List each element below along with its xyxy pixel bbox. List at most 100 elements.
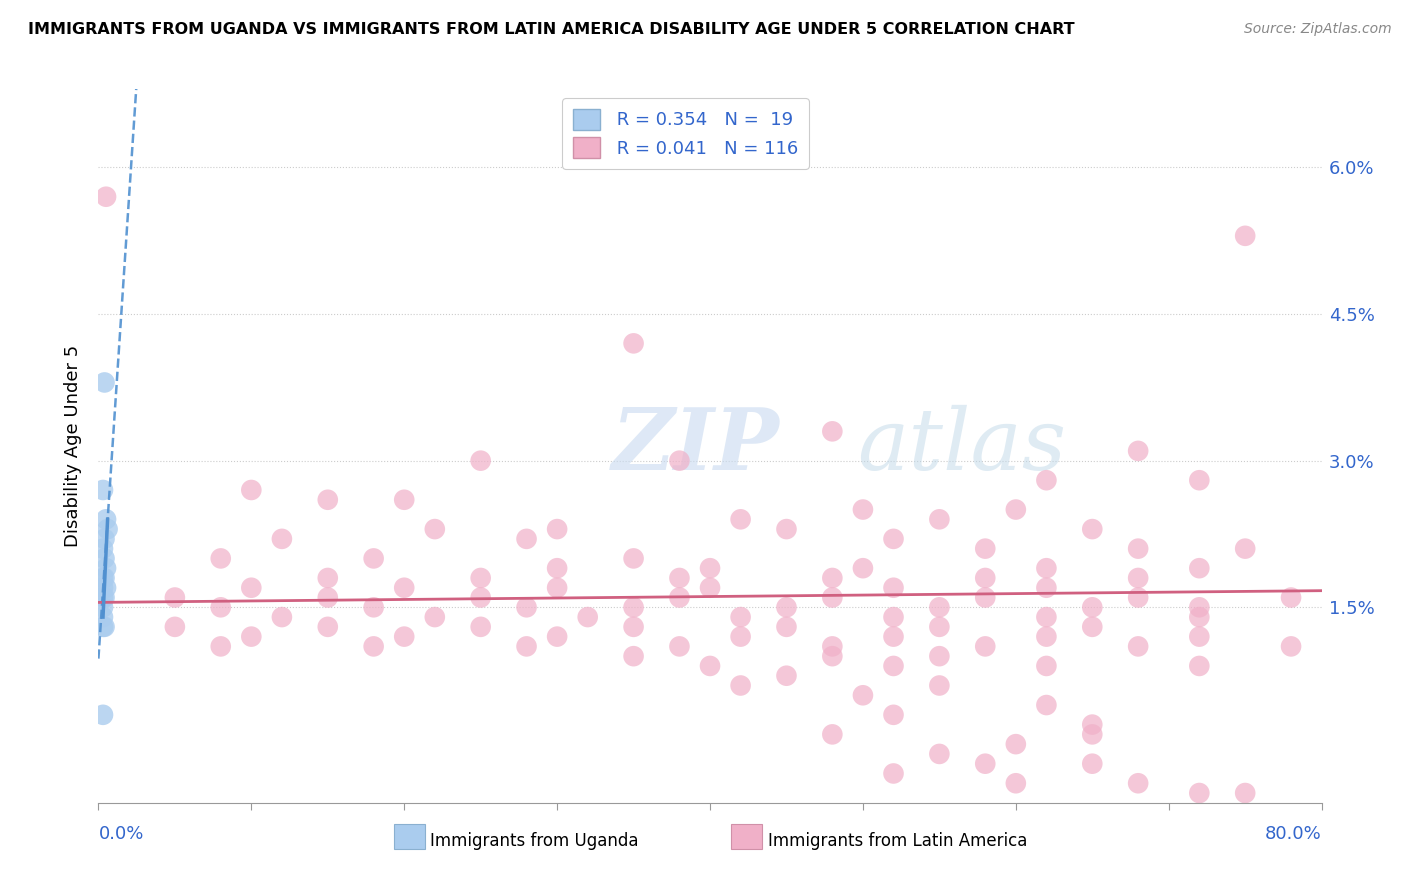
Point: [1128, 640, 1150, 654]
Point: [928, 649, 950, 664]
Point: [623, 336, 645, 351]
Point: [1035, 473, 1057, 487]
Legend:  R = 0.354   N =  19,  R = 0.041   N = 116: R = 0.354 N = 19, R = 0.041 N = 116: [562, 98, 808, 169]
Point: [270, 532, 292, 546]
Point: [94, 561, 117, 575]
Point: [1081, 727, 1104, 741]
Point: [316, 492, 339, 507]
Point: [974, 640, 997, 654]
Point: [93, 532, 115, 546]
Point: [1128, 443, 1150, 458]
Point: [1188, 659, 1211, 673]
Point: [1035, 698, 1057, 712]
Point: [852, 561, 875, 575]
Point: [883, 581, 905, 595]
Point: [97, 522, 120, 536]
Point: [883, 610, 905, 624]
Point: [93, 571, 115, 585]
Point: [363, 551, 385, 566]
Point: [821, 640, 844, 654]
Point: [821, 571, 844, 585]
Point: [974, 571, 997, 585]
Point: [821, 727, 844, 741]
Point: [821, 649, 844, 664]
Point: [1035, 659, 1057, 673]
Point: [91, 707, 114, 722]
Point: [546, 522, 568, 536]
Point: [392, 492, 416, 507]
Point: [1188, 600, 1211, 615]
Point: [883, 659, 905, 673]
Point: [209, 600, 232, 615]
Point: [1279, 591, 1302, 605]
Point: [775, 669, 797, 683]
Point: [576, 610, 599, 624]
Point: [163, 591, 186, 605]
Point: [91, 591, 114, 605]
Point: [928, 747, 950, 761]
Point: [1081, 600, 1104, 615]
Text: 80.0%: 80.0%: [1265, 825, 1322, 843]
Point: [974, 541, 997, 556]
Point: [1279, 640, 1302, 654]
Point: [883, 707, 905, 722]
Point: [1234, 786, 1257, 800]
Point: [363, 600, 385, 615]
Point: [470, 591, 492, 605]
Point: [163, 620, 186, 634]
Point: [730, 610, 752, 624]
Point: [423, 522, 446, 536]
Point: [775, 620, 797, 634]
Point: [363, 640, 385, 654]
Text: Immigrants from Latin America: Immigrants from Latin America: [768, 832, 1026, 850]
Point: [883, 766, 905, 780]
Point: [423, 610, 446, 624]
Point: [93, 376, 115, 390]
Point: [516, 600, 538, 615]
Point: [1081, 522, 1104, 536]
Point: [209, 551, 232, 566]
Point: [1035, 610, 1057, 624]
Point: [699, 581, 721, 595]
Point: [1035, 581, 1057, 595]
Point: [94, 581, 117, 595]
Point: [1004, 502, 1026, 516]
Point: [928, 600, 950, 615]
Point: [883, 630, 905, 644]
Point: [91, 581, 114, 595]
Point: [974, 756, 997, 771]
Point: [974, 591, 997, 605]
Point: [1128, 776, 1150, 790]
Point: [93, 591, 115, 605]
Point: [623, 620, 645, 634]
Point: [1004, 776, 1026, 790]
Point: [1188, 473, 1211, 487]
Point: [209, 640, 232, 654]
Point: [668, 571, 690, 585]
Point: [1128, 571, 1150, 585]
Point: [316, 620, 339, 634]
Point: [1004, 737, 1026, 751]
Point: [1081, 717, 1104, 731]
Text: IMMIGRANTS FROM UGANDA VS IMMIGRANTS FROM LATIN AMERICA DISABILITY AGE UNDER 5 C: IMMIGRANTS FROM UGANDA VS IMMIGRANTS FRO…: [28, 22, 1074, 37]
Point: [91, 610, 114, 624]
Point: [1035, 630, 1057, 644]
Point: [546, 630, 568, 644]
Point: [852, 688, 875, 702]
Point: [470, 620, 492, 634]
Text: atlas: atlas: [856, 405, 1066, 487]
Point: [730, 630, 752, 644]
Point: [852, 502, 875, 516]
Point: [1188, 786, 1211, 800]
Point: [94, 190, 117, 204]
Point: [1128, 541, 1150, 556]
Point: [91, 571, 114, 585]
Point: [546, 581, 568, 595]
Point: [623, 600, 645, 615]
Point: [240, 581, 263, 595]
Point: [928, 512, 950, 526]
Point: [1188, 610, 1211, 624]
Point: [623, 551, 645, 566]
Point: [623, 649, 645, 664]
Point: [1081, 620, 1104, 634]
